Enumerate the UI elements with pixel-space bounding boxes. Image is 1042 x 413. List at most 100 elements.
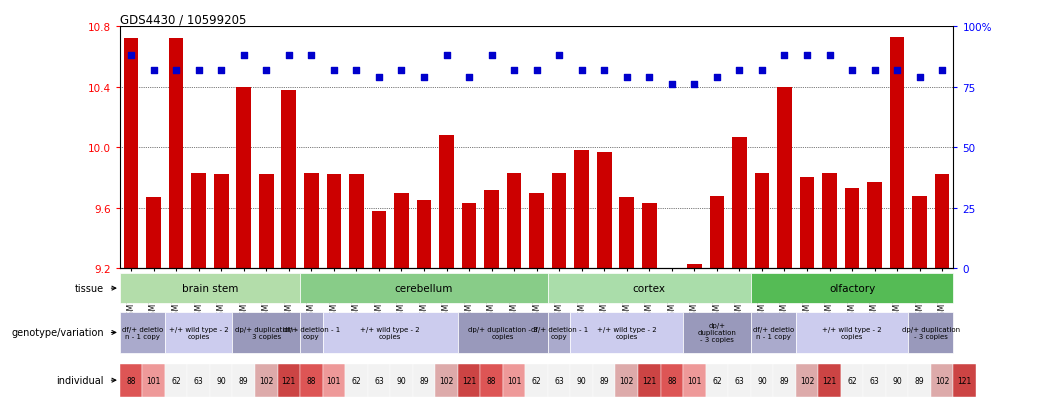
Text: 121: 121: [958, 376, 972, 385]
Text: dp/+
duplication
- 3 copies: dp/+ duplication - 3 copies: [697, 323, 737, 343]
Bar: [931, 364, 953, 396]
Bar: [593, 364, 616, 396]
Bar: [777, 87, 792, 269]
Point: [483, 52, 500, 59]
Bar: [864, 364, 886, 396]
Bar: [417, 201, 431, 269]
Bar: [255, 364, 277, 396]
Bar: [281, 90, 296, 269]
Text: cortex: cortex: [632, 283, 666, 293]
Text: 90: 90: [397, 376, 406, 385]
Point: [866, 67, 883, 74]
Text: df/+ deletio
n - 1 copy: df/+ deletio n - 1 copy: [752, 326, 794, 339]
Bar: [909, 364, 931, 396]
Bar: [457, 364, 480, 396]
Text: 101: 101: [687, 376, 701, 385]
Point: [235, 52, 252, 59]
Bar: [372, 211, 387, 269]
Bar: [845, 189, 860, 269]
Text: dp/+ duplication
- 3 copies: dp/+ duplication - 3 copies: [901, 326, 960, 339]
Text: df/+ deletion - 1
copy: df/+ deletion - 1 copy: [282, 326, 340, 339]
Bar: [462, 204, 476, 269]
Bar: [548, 364, 570, 396]
Bar: [684, 364, 705, 396]
Bar: [886, 364, 909, 396]
Bar: [394, 193, 408, 269]
Bar: [890, 38, 904, 269]
Text: +/+ wild type - 2
copies: +/+ wild type - 2 copies: [822, 326, 882, 339]
Text: 90: 90: [577, 376, 587, 385]
Point: [821, 52, 838, 59]
Text: 62: 62: [712, 376, 722, 385]
Bar: [909, 312, 953, 353]
Text: df/+ deletio
n - 1 copy: df/+ deletio n - 1 copy: [122, 326, 163, 339]
Point: [776, 52, 793, 59]
Bar: [436, 364, 457, 396]
Bar: [750, 312, 796, 353]
Text: 88: 88: [306, 376, 316, 385]
Text: 89: 89: [419, 376, 429, 385]
Text: 101: 101: [506, 376, 521, 385]
Point: [596, 67, 613, 74]
Bar: [799, 178, 814, 269]
Bar: [665, 269, 679, 276]
Point: [191, 67, 207, 74]
Bar: [796, 364, 818, 396]
Point: [280, 52, 297, 59]
Text: 63: 63: [374, 376, 383, 385]
Bar: [687, 264, 701, 269]
Bar: [323, 364, 345, 396]
Text: 90: 90: [892, 376, 902, 385]
Bar: [506, 173, 521, 269]
Bar: [503, 364, 525, 396]
Bar: [214, 175, 228, 269]
Bar: [750, 273, 953, 304]
Bar: [146, 198, 160, 269]
Text: 121: 121: [462, 376, 476, 385]
Bar: [277, 364, 300, 396]
Bar: [841, 364, 864, 396]
Text: +/+ wild type - 2
copies: +/+ wild type - 2 copies: [597, 326, 656, 339]
Bar: [548, 273, 750, 304]
Bar: [913, 196, 927, 269]
Point: [934, 67, 950, 74]
Bar: [773, 364, 796, 396]
Text: dp/+ duplication -
3 copies: dp/+ duplication - 3 copies: [234, 326, 298, 339]
Bar: [439, 136, 454, 269]
Bar: [710, 196, 724, 269]
Bar: [953, 364, 976, 396]
Bar: [818, 364, 841, 396]
Point: [844, 67, 861, 74]
Bar: [345, 364, 368, 396]
Bar: [120, 364, 143, 396]
Bar: [300, 364, 323, 396]
Bar: [529, 193, 544, 269]
Bar: [574, 151, 589, 269]
Text: +/+ wild type - 2
copies: +/+ wild type - 2 copies: [169, 326, 228, 339]
Point: [912, 74, 928, 81]
Bar: [165, 312, 232, 353]
Text: 102: 102: [935, 376, 949, 385]
Bar: [232, 312, 300, 353]
Point: [461, 74, 477, 81]
Text: 62: 62: [171, 376, 181, 385]
Text: +/+ wild type - 2
copies: +/+ wild type - 2 copies: [361, 326, 420, 339]
Point: [798, 52, 815, 59]
Bar: [570, 364, 593, 396]
Point: [371, 74, 388, 81]
Text: 101: 101: [147, 376, 160, 385]
Point: [889, 67, 905, 74]
Bar: [192, 173, 206, 269]
Text: individual: individual: [56, 375, 104, 385]
Text: tissue: tissue: [75, 283, 104, 293]
Bar: [552, 173, 567, 269]
Text: 89: 89: [599, 376, 609, 385]
Text: 62: 62: [531, 376, 542, 385]
Point: [303, 52, 320, 59]
Text: 90: 90: [758, 376, 767, 385]
Bar: [143, 364, 165, 396]
Text: 88: 88: [126, 376, 135, 385]
Bar: [728, 364, 750, 396]
Bar: [300, 312, 323, 353]
Text: brain stem: brain stem: [181, 283, 239, 293]
